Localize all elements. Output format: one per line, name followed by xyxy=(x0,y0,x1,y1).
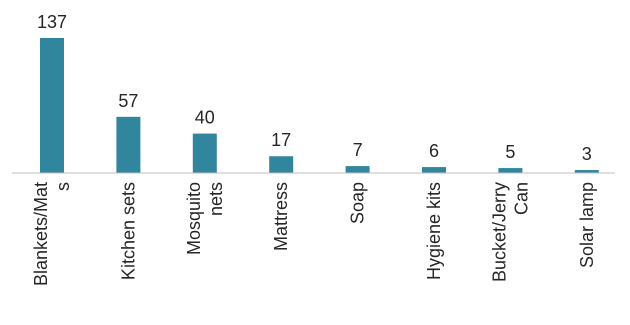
category-label-2: Mosquito nets xyxy=(184,182,226,255)
data-label-5: 6 xyxy=(429,141,439,161)
category-label-line: Mosquito xyxy=(184,182,204,255)
category-label-1: Kitchen sets xyxy=(118,182,138,280)
category-label-line: Soap xyxy=(348,182,368,224)
category-label-7: Solar lamp xyxy=(577,182,597,268)
data-label-0: 137 xyxy=(37,12,67,32)
data-label-3: 17 xyxy=(271,130,291,150)
category-label-line: Solar lamp xyxy=(577,182,597,268)
data-label-4: 7 xyxy=(353,140,363,160)
category-label-3: Mattress xyxy=(271,182,291,251)
bar-6 xyxy=(498,168,523,173)
category-label-line: Bucket/Jerry xyxy=(489,182,509,282)
bar-7 xyxy=(574,170,599,173)
bar-5 xyxy=(422,167,446,173)
category-label-6: Bucket/Jerry Can xyxy=(489,182,531,282)
category-label-line: Kitchen sets xyxy=(118,182,138,280)
category-label-line: Hygiene kits xyxy=(424,182,444,280)
category-label-line: Blankets/Mat xyxy=(31,182,51,286)
category-label-line: s xyxy=(53,182,73,191)
category-labels-group: Blankets/Mat s Kitchen sets Mosquito nets Mat… xyxy=(31,182,597,286)
bar-1 xyxy=(116,116,141,173)
data-label-2: 40 xyxy=(195,108,215,128)
bar-3 xyxy=(269,156,294,173)
category-label-5: Hygiene kits xyxy=(424,182,444,280)
category-label-line: Mattress xyxy=(271,182,291,251)
category-label-4: Soap xyxy=(348,182,368,224)
category-label-line: Can xyxy=(511,182,531,215)
data-label-6: 5 xyxy=(505,142,515,162)
bar-2 xyxy=(192,133,217,173)
bar-4 xyxy=(345,166,370,173)
data-label-7: 3 xyxy=(582,144,592,164)
bars-group xyxy=(40,38,599,173)
bar-0 xyxy=(40,38,64,173)
data-label-1: 57 xyxy=(118,91,138,111)
category-label-line: nets xyxy=(206,182,226,216)
category-label-0: Blankets/Mat s xyxy=(31,182,73,286)
data-labels-group: 137 57 40 17 7 6 5 3 xyxy=(37,12,592,164)
